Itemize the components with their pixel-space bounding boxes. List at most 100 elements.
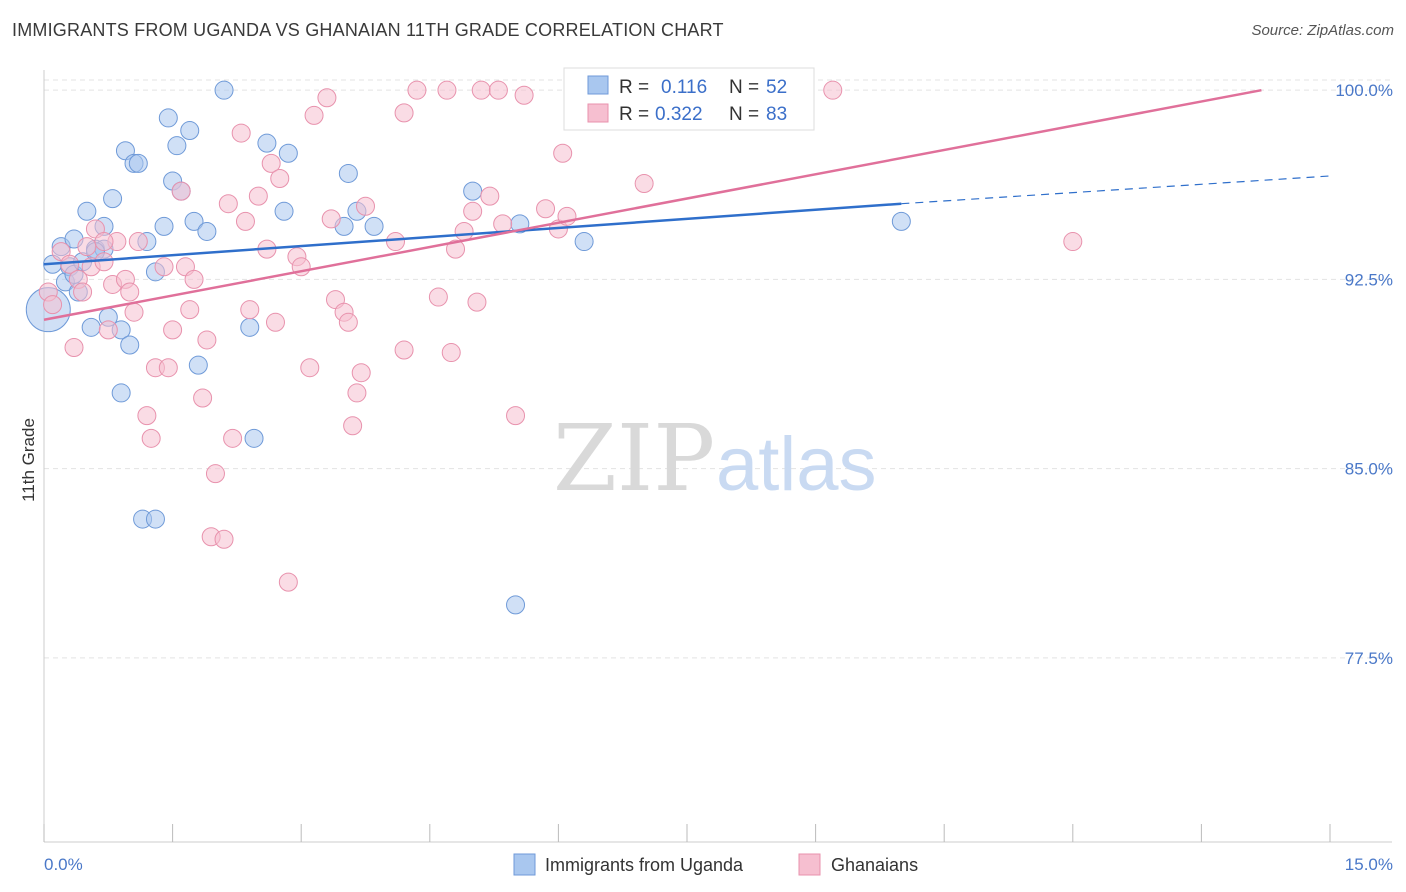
uganda-point [278, 143, 298, 163]
ghanaians-point [261, 153, 281, 173]
x-tick-label-min: 0.0% [44, 855, 83, 874]
axes [43, 70, 1392, 843]
ghanaians-point [278, 572, 298, 592]
series-uganda-points [25, 80, 911, 615]
legend-r-label-2: R = [619, 104, 649, 125]
ghanaians-point [343, 416, 363, 436]
legend-n-label-1: N = [729, 77, 759, 98]
uganda-point [364, 216, 384, 236]
legend-swatch-ghanaians [587, 103, 609, 123]
uganda-point [103, 189, 123, 209]
uganda-point [81, 317, 101, 337]
uganda-point [184, 211, 204, 231]
y-tick-label: 77.5% [1345, 649, 1393, 668]
ghanaians-point [394, 103, 414, 123]
ghanaians-point [386, 232, 406, 252]
uganda-point [180, 121, 200, 141]
uganda-point [506, 595, 526, 615]
bottom-legend-label-uganda: Immigrants from Uganda [545, 855, 744, 875]
ghanaians-point [437, 80, 457, 100]
ghanaians-point [240, 300, 260, 320]
ghanaians-point [300, 358, 320, 378]
y-tick-label: 100.0% [1335, 81, 1393, 100]
y-axis-title: 11th Grade [19, 418, 38, 502]
ghanaians-point [536, 199, 556, 219]
gridlines [44, 79, 1390, 659]
ghanaians-point [120, 282, 140, 302]
stats-legend: R = 0.116 N = 52 R = 0.322 N = 83 [563, 67, 815, 131]
uganda-point [167, 136, 187, 156]
uganda-point [240, 317, 260, 337]
bottom-legend-swatch-ghanaians [798, 853, 821, 876]
uganda-point [574, 232, 594, 252]
ghanaians-point [407, 80, 427, 100]
legend-r-label-1: R = [619, 77, 649, 98]
ghanaians-point [248, 186, 268, 206]
legend-n-label-2: N = [729, 104, 759, 125]
ghanaians-point [197, 330, 217, 350]
ghanaians-point [634, 174, 654, 194]
uganda-point [274, 201, 294, 221]
uganda-point [214, 80, 234, 100]
uganda-point [188, 355, 208, 375]
uganda-point [111, 383, 131, 403]
series-ghanaians-points [38, 80, 1083, 592]
uganda-trend-line [43, 202, 902, 266]
legend-r-value-1: 0.116 [661, 77, 707, 98]
ghanaians-point [1063, 232, 1083, 252]
ghanaians-point [471, 80, 491, 100]
watermark-atlas: atlas [716, 422, 877, 507]
ghanaians-point [137, 406, 157, 426]
ghanaians-point [223, 428, 243, 448]
ghanaians-point [231, 123, 251, 143]
uganda-point [77, 201, 97, 221]
chart-title: IMMIGRANTS FROM UGANDA VS GHANAIAN 11TH … [12, 20, 724, 40]
ghanaians-point [304, 105, 324, 125]
ghanaians-point [506, 406, 526, 426]
ghanaians-point [338, 312, 358, 332]
ghanaians-point [265, 312, 285, 332]
ghanaians-point [98, 320, 118, 340]
ghanaians-point [43, 295, 63, 315]
y-tick-label: 92.5% [1345, 270, 1393, 289]
ghanaians-point [218, 194, 238, 214]
ghanaians-point [321, 209, 341, 229]
bottom-legend-label-ghanaians: Ghanaians [831, 855, 918, 875]
ghanaians-point [823, 80, 843, 100]
ghanaians-point [64, 338, 84, 358]
uganda-point [257, 133, 277, 153]
ghanaians-point [351, 363, 371, 383]
ghanaians-point [184, 269, 204, 289]
uganda-point [463, 181, 483, 201]
ghanaians-point [141, 428, 161, 448]
ghanaians-point [454, 221, 474, 241]
ghanaians-point [128, 232, 148, 252]
watermark-zip: ZIP [553, 405, 715, 512]
ghanaians-point [73, 282, 93, 302]
uganda-point [120, 335, 140, 355]
bottom-legend-swatch-uganda [513, 853, 536, 876]
source-label: Source: ZipAtlas.com [1251, 22, 1394, 39]
ghanaians-point [467, 292, 487, 312]
ghanaians-point [488, 80, 508, 100]
x-tick-label-max: 15.0% [1345, 855, 1393, 874]
legend-n-value-1: 52 [766, 77, 787, 98]
uganda-point [244, 428, 264, 448]
ghanaians-point [214, 529, 234, 549]
ghanaians-point [235, 211, 255, 231]
uganda-point [154, 216, 174, 236]
legend-r-value-2: 0.322 [655, 104, 703, 125]
uganda-point [891, 211, 911, 231]
ghanaians-point [205, 464, 225, 484]
y-tick-label: 85.0% [1345, 460, 1393, 479]
uganda-point [128, 153, 148, 173]
ghanaians-point [441, 343, 461, 363]
ghanaians-point [463, 201, 483, 221]
series-legend: Immigrants from Uganda Ghanaians [513, 853, 918, 876]
legend-swatch-uganda [587, 75, 609, 95]
uganda-point [145, 509, 165, 529]
ghanaians-point [77, 237, 97, 257]
ghanaians-point [356, 196, 375, 216]
uganda-trend-extension [901, 175, 1331, 205]
